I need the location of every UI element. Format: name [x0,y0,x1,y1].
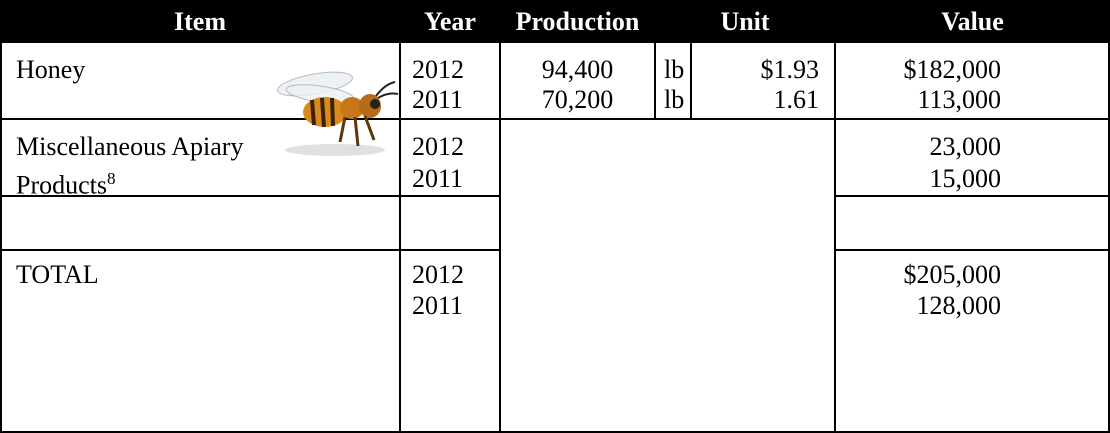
row-border [835,195,1110,197]
unit: lb [664,84,684,116]
value: 15,000 [836,163,1001,195]
year: 2012 [412,54,464,86]
header-cell: Unit [655,0,835,43]
year: 2011 [412,290,463,322]
header-row: Item Year Production Unit Value [0,0,1110,43]
footnote-marker: 8 [107,169,116,188]
price: 1.61 [692,84,819,116]
header-cell: Year [400,0,500,43]
year: 2012 [412,259,464,291]
value: 128,000 [836,290,1001,322]
table-page: Item Year Production Unit Value Honey 20… [0,0,1110,433]
production: 70,200 [500,84,655,116]
row-border [0,249,500,251]
year: 2011 [412,163,463,195]
value: 113,000 [836,84,1001,116]
row-border [835,249,1110,251]
item-label: TOTAL [16,259,99,291]
header-cell: Production [500,0,655,43]
production: 94,400 [500,54,655,86]
price: $1.93 [692,54,819,86]
item-label: Honey [16,54,85,86]
col-border [0,43,2,433]
header-cell: Item [0,0,400,43]
row-border [0,118,1110,120]
year: 2012 [412,131,464,163]
item-text: Miscellaneous Apiary Products [16,132,243,200]
item-label: Miscellaneous Apiary Products8 [16,131,336,202]
year: 2011 [412,84,463,116]
header-cell: Value [835,0,1110,43]
unit: lb [664,54,684,86]
value: $205,000 [836,259,1001,291]
value: $182,000 [836,54,1001,86]
value: 23,000 [836,131,1001,163]
